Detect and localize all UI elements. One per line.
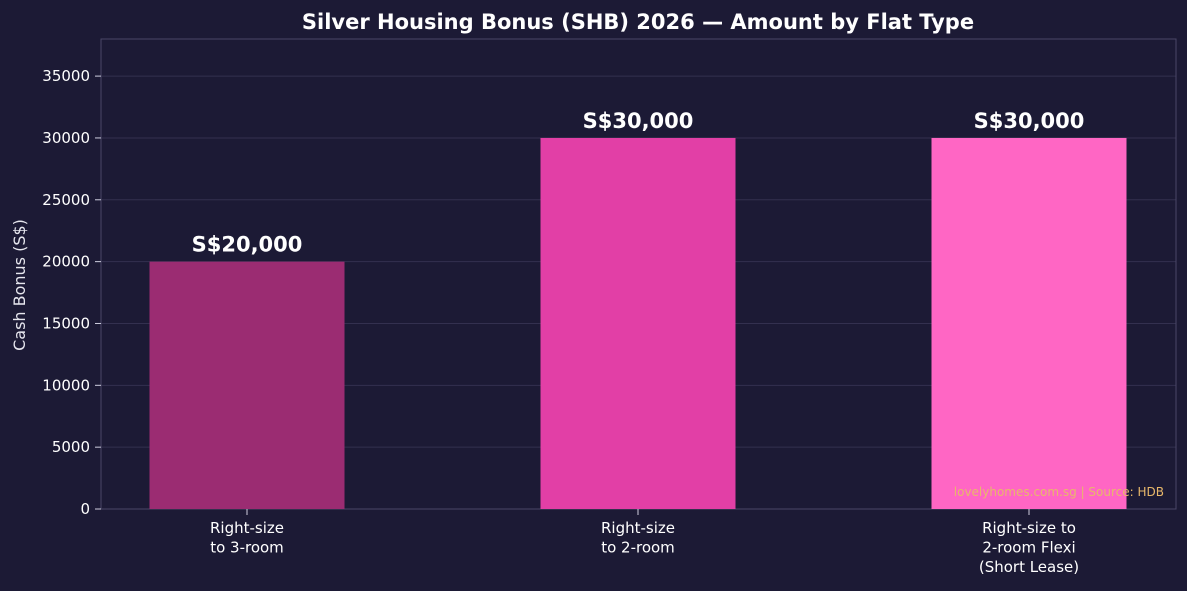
x-axis-ticks: Right-size to 3-room Right-size to 2-room Ri…: [210, 509, 1079, 576]
bar: [149, 261, 345, 509]
bar: [931, 137, 1127, 509]
x-tick-label: to 3-room: [210, 539, 284, 557]
x-tick-label: Right-size: [601, 519, 675, 537]
y-tick-label: 25000: [42, 191, 90, 209]
y-tick-label: 5000: [52, 438, 90, 456]
chart-title: Silver Housing Bonus (SHB) 2026 — Amount…: [302, 10, 974, 34]
data-label: S$20,000: [192, 233, 303, 257]
y-tick-label: 30000: [42, 129, 90, 147]
data-label: S$30,000: [583, 109, 694, 133]
bar: [540, 137, 736, 509]
data-labels: S$20,000 S$30,000 S$30,000: [192, 109, 1085, 257]
y-axis-ticks: 0 5000 10000 15000 20000 25000 30000 35000: [42, 67, 101, 518]
source-note: lovelyhomes.com.sg | Source: HDB: [954, 485, 1164, 499]
x-tick-label: (Short Lease): [979, 558, 1079, 576]
y-tick-label: 15000: [42, 314, 90, 332]
y-tick-label: 35000: [42, 67, 90, 85]
y-tick-label: 0: [80, 500, 90, 518]
bars: [149, 137, 1127, 509]
data-label: S$30,000: [974, 109, 1085, 133]
x-tick-label: 2-room Flexi: [982, 539, 1075, 557]
x-tick-label: Right-size to: [982, 519, 1076, 537]
y-axis-label: Cash Bonus (S$): [10, 219, 29, 351]
x-tick-label: to 2-room: [601, 539, 675, 557]
y-tick-label: 20000: [42, 253, 90, 271]
x-tick-label: Right-size: [210, 519, 284, 537]
y-tick-label: 10000: [42, 376, 90, 394]
